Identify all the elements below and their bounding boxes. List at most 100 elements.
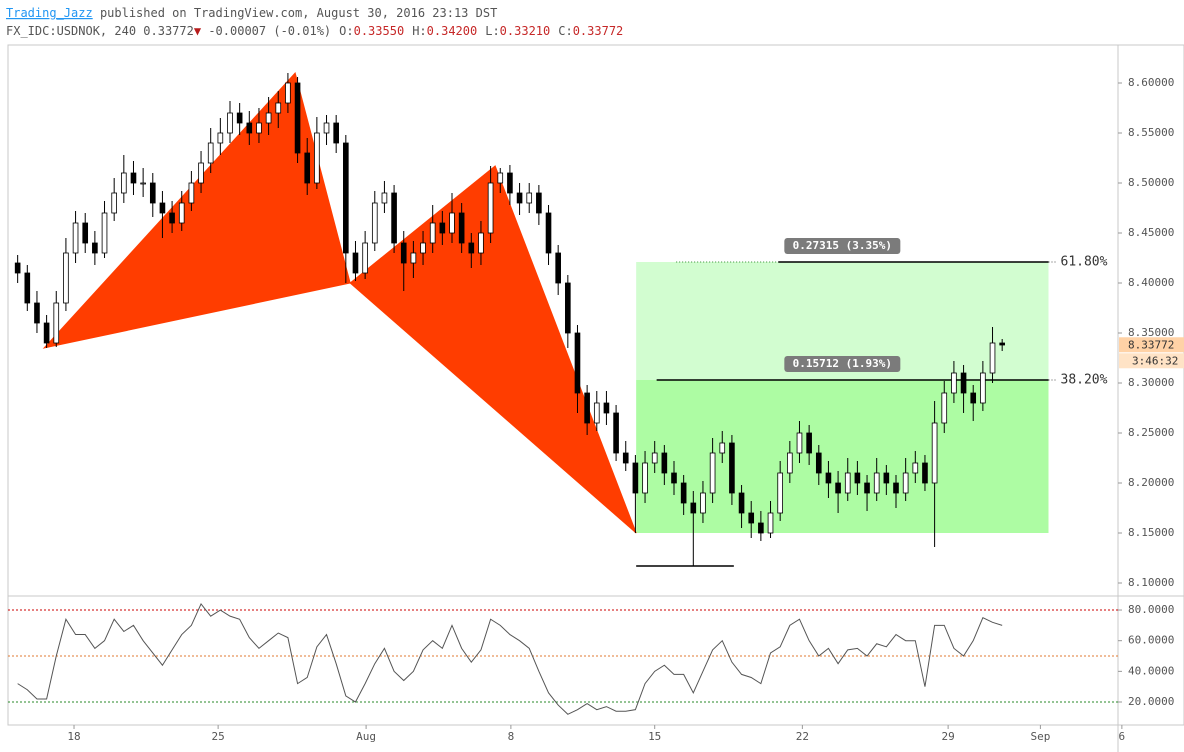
candle-body	[381, 192, 388, 204]
candle-body	[873, 472, 880, 494]
candle-body	[738, 492, 745, 514]
x-tick-label: 22	[796, 730, 809, 743]
candle-body	[362, 242, 368, 274]
candle-body	[352, 252, 359, 274]
candle-body	[82, 222, 89, 244]
candle-body	[371, 202, 378, 244]
candle-body	[825, 472, 832, 484]
candle-body	[159, 202, 166, 214]
publish-line: Trading_Jazz published on TradingView.co…	[6, 6, 497, 20]
candle-body	[960, 372, 967, 394]
candle-body	[989, 342, 996, 374]
y-tick-label: 20.0000	[1128, 695, 1174, 708]
candle-body	[709, 452, 716, 494]
candle-body	[680, 482, 687, 504]
candle-body	[931, 422, 938, 484]
candle-body	[391, 192, 397, 244]
candle-body	[970, 392, 977, 404]
candle-body	[487, 182, 494, 234]
candle-body	[420, 242, 426, 254]
candle-body	[796, 432, 803, 454]
candle-body	[622, 452, 629, 464]
candle-body	[217, 132, 224, 144]
candle-body	[285, 82, 291, 104]
fib-level-label: 61.80%	[1061, 255, 1108, 270]
candle-body	[198, 162, 204, 184]
candle-body	[729, 442, 735, 494]
fib-level-label: 38.20%	[1061, 373, 1108, 388]
candle-body	[294, 82, 301, 154]
ohlc-value: 0.33210	[500, 24, 551, 38]
last: 0.33772	[143, 24, 194, 38]
last-price-label: 8.33772	[1128, 338, 1174, 351]
candle-body	[574, 332, 581, 394]
candle-body	[72, 222, 79, 254]
down-arrow: ▼	[194, 24, 202, 38]
ohlc-value: 0.33550	[354, 24, 405, 38]
candle-body	[777, 472, 783, 514]
x-tick-label: 15	[648, 730, 661, 743]
candle-body	[275, 102, 282, 114]
candle-body	[468, 242, 475, 254]
candle-body	[92, 242, 98, 254]
candle-body	[642, 462, 648, 494]
candle-body	[256, 122, 262, 134]
ohlc-key: C:	[558, 24, 572, 38]
x-tick-label: Sep	[1030, 730, 1050, 743]
candle-body	[603, 402, 610, 414]
y-tick-label: 8.10000	[1128, 576, 1174, 589]
candle-body	[980, 372, 986, 404]
candle-body	[999, 342, 1005, 346]
candle-body	[14, 262, 21, 274]
candle-body	[767, 512, 774, 534]
candle-body	[806, 432, 812, 454]
y-tick-label: 60.0000	[1128, 634, 1174, 647]
y-tick-label: 8.50000	[1128, 176, 1174, 189]
y-tick-label: 8.30000	[1128, 376, 1174, 389]
candle-body	[323, 122, 330, 134]
x-tick-label: 8	[508, 730, 515, 743]
candle-body	[565, 282, 571, 334]
ohlc-value: 0.34200	[427, 24, 478, 38]
harmonic-leg	[349, 165, 637, 534]
candle-body	[815, 452, 822, 474]
candle-body	[130, 172, 137, 184]
candle-body	[584, 392, 590, 424]
y-tick-label: 8.20000	[1128, 476, 1174, 489]
harmonic-leg	[42, 71, 351, 349]
symbol-line: FX_IDC:USDNOK, 240 0.33772▼ -0.00007 (-0…	[6, 24, 623, 38]
candle-body	[854, 472, 861, 484]
candle-body	[787, 452, 793, 474]
candle-body	[400, 242, 407, 264]
candle-body	[661, 452, 668, 474]
candle-body	[188, 182, 195, 204]
candle-body	[24, 272, 31, 304]
candle-body	[304, 152, 311, 184]
candle-body	[34, 302, 40, 324]
candle-body	[101, 212, 108, 254]
y-tick-label: 8.60000	[1128, 76, 1174, 89]
candle-body	[593, 402, 600, 424]
candle-body	[902, 472, 909, 494]
candle-body	[140, 182, 146, 185]
ohlc-key: L:	[485, 24, 499, 38]
y-tick-label: 8.45000	[1128, 226, 1174, 239]
candle-body	[207, 142, 214, 164]
candle-body	[458, 212, 465, 244]
candle-body	[748, 512, 755, 524]
published: published on TradingView.com, August 30,…	[100, 6, 497, 20]
fib-zone	[636, 380, 1049, 533]
candle-body	[893, 482, 899, 494]
candle-body	[314, 132, 320, 184]
candle-body	[333, 122, 339, 144]
y-tick-label: 8.55000	[1128, 126, 1174, 139]
candle-body	[883, 472, 890, 484]
author[interactable]: Trading_Jazz	[6, 6, 93, 20]
candle-body	[690, 502, 697, 514]
x-tick-label: 25	[212, 730, 225, 743]
ohlc-key: O:	[339, 24, 353, 38]
y-tick-label: 8.40000	[1128, 276, 1174, 289]
candle-body	[922, 462, 928, 484]
candle-body	[835, 482, 841, 494]
